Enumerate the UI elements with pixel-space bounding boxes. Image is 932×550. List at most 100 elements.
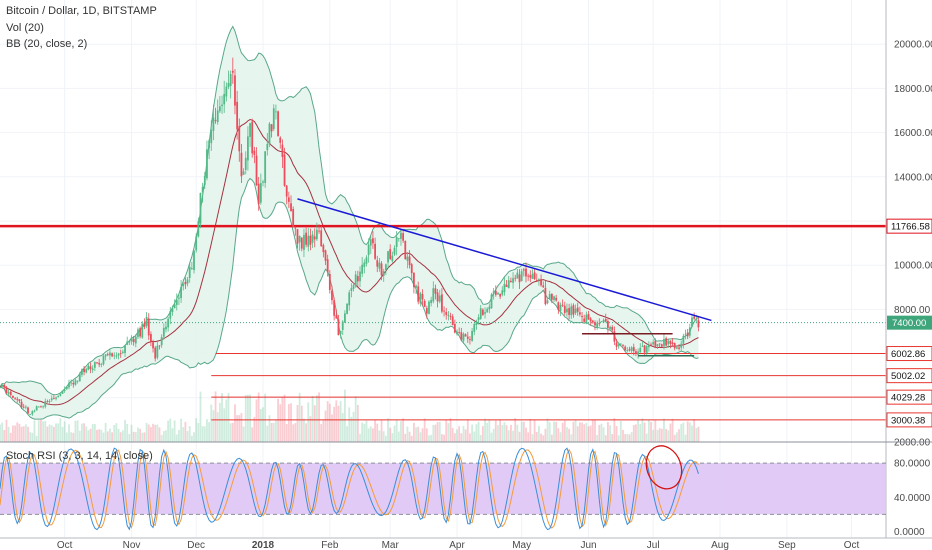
stoch-rsi-k-line [0,447,699,531]
volume-bar [165,430,167,442]
bollinger-upper-band [0,25,699,396]
volume-legend[interactable]: Vol (20) [6,22,44,34]
candle-body [572,305,575,315]
volume-bar [91,424,94,442]
volume-bar [184,421,187,442]
bollinger-legend[interactable]: BB (20, close, 2) [6,38,88,50]
candle-body [171,308,174,313]
candle-body [31,411,34,415]
volume-bar [456,429,458,442]
candle-body [9,391,12,395]
candle-body [0,386,1,388]
candle-body [311,234,314,243]
volume-bar [596,434,599,442]
volume-bar [365,420,368,442]
volume-bar [57,423,60,442]
volume-bar [589,425,592,442]
volume-bar [356,404,359,442]
candle-body [503,283,506,293]
volume-bar [44,420,47,442]
candle-body [277,111,279,137]
volume-bar [412,422,415,442]
candle-body [475,320,478,325]
candle-body [113,355,116,357]
candle-body [229,74,232,86]
candle-body [419,293,422,304]
candle-body [412,272,415,288]
volume-bar [535,431,538,442]
candle-body [652,342,655,345]
volume-bar [190,435,193,442]
candle-body [106,354,109,355]
candle-body [300,237,303,249]
candle-body [568,308,571,315]
candle-body [691,317,693,327]
candle-body [389,249,392,259]
volume-bar [395,420,398,442]
candle-body [432,288,435,302]
candle-body [693,316,696,319]
candle-body [98,362,101,365]
volume-bar [333,406,336,442]
volume-bar [231,422,234,442]
volume-bar [408,431,411,442]
candle-body [697,320,700,328]
volume-bar [208,422,211,442]
candle-body [479,308,482,319]
volume-bar [501,425,504,442]
candle-body [434,288,437,294]
volume-bar [46,426,49,442]
candle-body [257,183,260,205]
volume-bar [451,427,454,442]
volume-bar [613,418,616,442]
candle-body [315,229,318,240]
candle-body [516,272,519,279]
volume-bar [102,432,105,442]
volume-layer [0,389,700,442]
candle-body [134,336,137,344]
candle-body [486,308,489,313]
candle-body [453,323,456,333]
candle-body [484,312,486,314]
candle-body [583,318,586,322]
volume-bar [244,394,247,442]
candle-body [104,354,107,357]
volume-bar [570,434,573,442]
volume-bar [652,429,655,442]
volume-bar [266,425,269,442]
volume-bar [292,424,295,442]
candle-body [538,279,540,281]
price-tick-label: 16000.00 [894,128,932,139]
time-tick-label: Oct [57,540,73,550]
volume-bar [475,424,478,442]
candle-body [42,406,45,408]
candle-body [604,318,607,322]
level-price-tag [886,412,932,428]
candle-body [408,256,411,266]
volume-bar [294,423,297,442]
volume-bar [24,424,27,442]
candle-body [602,320,605,323]
volume-bar [384,435,387,442]
stoch-rsi-legend[interactable]: Stoch RSI (3, 3, 14, 14, close) [6,450,153,462]
volume-bar [630,432,633,442]
volume-bar [290,403,292,442]
candle-body [380,263,383,276]
candle-body [458,332,461,333]
volume-bar [697,426,700,442]
volume-bar [283,394,286,442]
volume-bar [600,423,603,442]
stoch-rsi-band [0,463,886,515]
volume-bar [326,401,329,442]
volume-bar [98,429,101,442]
candle-body [203,175,206,185]
volume-bar [410,435,413,442]
symbol-legend[interactable]: Bitcoin / Dollar, 1D, BITSTAMP [6,5,157,17]
volume-bar [494,420,497,442]
volume-bar [647,419,650,442]
candle-body [272,108,275,130]
candle-body [20,401,23,408]
candle-body [682,335,685,344]
volume-bar [81,423,83,442]
